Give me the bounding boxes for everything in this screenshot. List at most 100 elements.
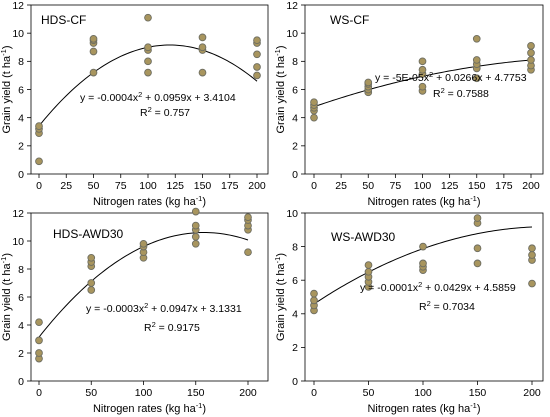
data-point xyxy=(244,248,252,257)
data-point xyxy=(35,336,43,345)
y-tick-label: 6 xyxy=(18,292,24,304)
data-point xyxy=(35,318,43,327)
data-point xyxy=(139,239,148,248)
x-tick-label: 175 xyxy=(221,180,239,192)
y-tick-label: 2 xyxy=(292,141,298,153)
y-tick-label: 4 xyxy=(292,309,298,321)
y-axis-title: Grain yield (t ha-1) xyxy=(0,253,13,341)
data-point xyxy=(528,244,536,253)
y-tick-label: 2 xyxy=(292,342,298,354)
data-point xyxy=(310,98,318,107)
regression-equation: y = -5E-05x2 + 0.0266x + 4.7753 xyxy=(375,70,527,84)
data-point xyxy=(472,56,481,64)
data-point xyxy=(87,286,96,294)
y-axis-title: Grain yield (t ha-1) xyxy=(273,46,287,134)
data-point xyxy=(310,296,318,305)
data-point xyxy=(472,34,481,43)
data-point xyxy=(528,251,536,259)
r-squared-label: R2 = 0.7588 xyxy=(433,86,489,100)
data-point xyxy=(191,232,200,241)
y-tick-label: 10 xyxy=(286,28,298,40)
data-point xyxy=(144,68,152,77)
x-axis-title: Nitrogen rates (kg ha-1) xyxy=(93,194,206,208)
y-tick-label: 12 xyxy=(12,0,24,12)
data-point xyxy=(35,122,43,130)
y-axis-title: Grain yield (t ha-1) xyxy=(273,253,287,341)
x-tick-label: 200 xyxy=(523,387,541,399)
x-tick-label: 100 xyxy=(414,387,432,399)
x-tick-label: 200 xyxy=(239,387,257,399)
y-tick-label: 10 xyxy=(286,208,298,220)
data-point xyxy=(35,349,43,357)
r-squared-label: R2 = 0.757 xyxy=(140,105,190,119)
data-point xyxy=(527,49,535,57)
x-axis-title: Nitrogen rates (kg ha-1) xyxy=(367,401,480,415)
x-tick-label: 25 xyxy=(60,180,72,192)
x-tick-label: 100 xyxy=(139,180,157,192)
data-point xyxy=(144,57,152,66)
y-tick-label: 12 xyxy=(12,208,24,220)
x-tick-label: 75 xyxy=(390,180,402,192)
x-tick-label: 0 xyxy=(311,387,317,399)
regression-equation: y = -0.0003x2 + 0.0947x + 3.1331 xyxy=(86,301,242,315)
r-squared-label: R2 = 0.7034 xyxy=(419,299,475,313)
data-point xyxy=(473,214,482,222)
data-point xyxy=(191,239,200,248)
data-point xyxy=(418,65,427,74)
y-tick-label: 4 xyxy=(292,112,298,124)
data-point xyxy=(253,63,261,71)
data-point xyxy=(364,267,373,276)
data-point xyxy=(35,157,43,166)
data-point xyxy=(253,71,261,80)
data-point xyxy=(144,13,152,22)
x-tick-label: 75 xyxy=(115,180,127,192)
data-point xyxy=(89,68,98,77)
y-tick-label: 4 xyxy=(18,112,24,124)
data-point xyxy=(253,50,261,59)
x-tick-label: 50 xyxy=(88,180,100,192)
x-tick-label: 50 xyxy=(363,387,375,399)
x-tick-label: 50 xyxy=(362,180,374,192)
data-point xyxy=(364,78,373,87)
chart-panel-1: 0 2 4 6 8 10 12 0 25 50 75 100 125 150 175 200 Nitrogen … xyxy=(0,0,269,208)
data-point xyxy=(191,221,200,230)
data-point xyxy=(473,259,482,268)
x-tick-label: 150 xyxy=(469,387,487,399)
x-tick-label: 175 xyxy=(495,180,513,192)
y-tick-label: 10 xyxy=(12,236,24,248)
data-point xyxy=(527,56,535,64)
x-axis-title: Nitrogen rates (kg ha-1) xyxy=(93,401,206,415)
y-tick-label: 0 xyxy=(18,376,24,388)
y-tick-label: 2 xyxy=(18,141,24,153)
y-tick-label: 4 xyxy=(18,320,24,332)
data-point xyxy=(89,47,98,56)
y-axis-title: Grain yield (t ha-1) xyxy=(0,46,13,134)
y-tick-label: 8 xyxy=(18,56,24,68)
x-axis-title: Nitrogen rates (kg ha-1) xyxy=(367,194,480,208)
data-point xyxy=(418,82,427,91)
x-tick-label: 0 xyxy=(36,180,42,192)
data-point xyxy=(310,113,318,122)
x-tick-label: 50 xyxy=(85,387,97,399)
x-tick-label: 200 xyxy=(248,180,266,192)
data-point xyxy=(364,261,373,269)
data-point xyxy=(418,57,427,66)
x-tick-label: 200 xyxy=(522,180,540,192)
data-point xyxy=(198,43,207,52)
data-point xyxy=(419,259,427,268)
plot-frame xyxy=(30,4,269,175)
regression-equation: y = -0.0004x2 + 0.0959x + 3.4104 xyxy=(80,90,236,104)
data-point xyxy=(253,36,261,45)
data-point xyxy=(527,41,535,50)
panel-title: WS-AWD30 xyxy=(331,230,396,244)
y-tick-label: 12 xyxy=(286,0,298,12)
data-point xyxy=(472,74,481,83)
data-point xyxy=(198,68,207,77)
y-tick-label: 10 xyxy=(12,28,24,40)
panel-title: HDS-CF xyxy=(41,13,86,27)
data-point xyxy=(198,33,207,42)
x-tick-label: 150 xyxy=(187,387,205,399)
x-tick-label: 125 xyxy=(166,180,184,192)
